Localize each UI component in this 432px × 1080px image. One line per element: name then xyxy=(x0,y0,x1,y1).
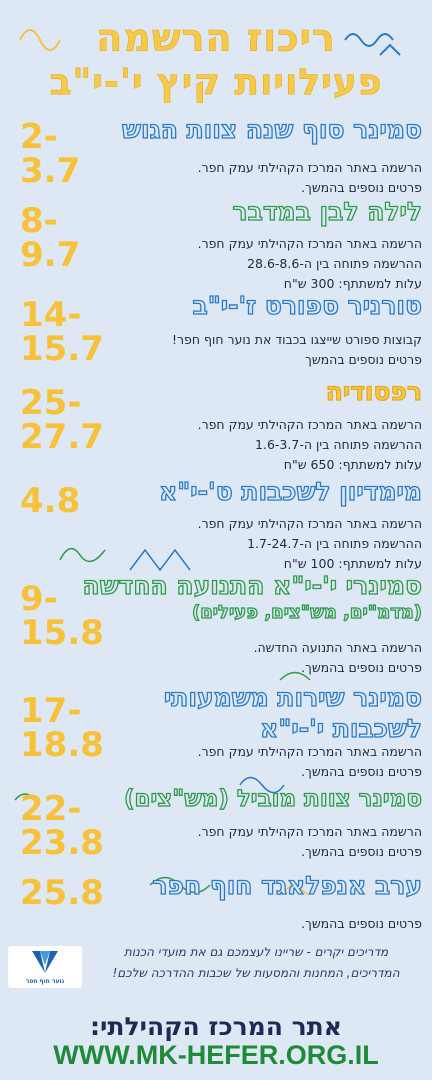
wings-logo-icon xyxy=(32,951,58,973)
event-title: סמינר שירות משמעותי לשכבות י'-י"א xyxy=(163,682,422,743)
event-title: סמינר סוף שנה צוות הגוש xyxy=(121,115,422,145)
event-details: הרשמה באתר המרכז הקהילתי עמק חפר. פרטים … xyxy=(197,744,422,779)
event-date: 17- 18.8 xyxy=(20,691,104,765)
event-date: 25- 27.7 xyxy=(20,383,104,457)
event-details: הרשמה באתר המרכז הקהילתי עמק חפר. פרטים … xyxy=(197,824,422,859)
event-title: טורניר ספורט ז'-י"ב xyxy=(192,291,423,321)
site-url-link[interactable]: WWW.MK-HEFER.ORG.IL xyxy=(53,1040,379,1070)
event-details: הרשמה באתר התנועה החדשה. פרטים נוספים בה… xyxy=(253,640,422,675)
event-date: 2- 3.7 xyxy=(20,117,81,191)
page-subtitle: פעילויות קיץ י'-י"ב xyxy=(49,62,383,104)
event-date: 14- 15.7 xyxy=(20,295,104,369)
event-date: 8- 9.7 xyxy=(20,201,81,275)
site-label: אתר המרכז הקהילתי: xyxy=(90,1012,342,1041)
event-title: רפסודיה xyxy=(325,377,423,407)
event-date: 9- 15.8 xyxy=(20,579,104,653)
event-details: הרשמה באתר המרכז הקהילתי עמק חפר. ההרשמה… xyxy=(197,236,422,291)
event-details: הרשמה באתר המרכז הקהילתי עמק חפר. ההרשמה… xyxy=(197,516,422,571)
event-details: הרשמה באתר המרכז הקהילתי עמק חפר. ההרשמה… xyxy=(197,417,422,472)
instructors-note: מדריכים יקרים - שריינו לעצמכם גם את מועד… xyxy=(112,945,400,980)
event-title: לילה לבן במדבר xyxy=(232,197,423,227)
event-title: ערב אנפלאגד חוף חפר xyxy=(152,871,423,901)
event-title: סמינרי י'-י"א התנועה החדשה (מדמ"ים, מש"צ… xyxy=(82,570,423,623)
event-details: קבוצות ספורט שייצגו בכבוד את נוער חוף חפ… xyxy=(171,332,422,367)
logo-text: נוער חוף חפר xyxy=(25,978,65,985)
event-details: הרשמה באתר המרכז הקהילתי עמק חפר. פרטים … xyxy=(197,160,422,195)
organization-logo: נוער חוף חפר xyxy=(8,946,82,988)
page-title: ריכוז הרשמה xyxy=(96,16,336,61)
event-date: 4.8 xyxy=(20,481,81,521)
event-date: 22- 23.8 xyxy=(20,789,104,863)
event-title: סמינר צוות מוביל (מש"צים) xyxy=(123,785,422,812)
event-title: מימדיון לשכבות ט'-י"א xyxy=(158,477,422,507)
event-details: פרטים נוספים בהמשך. xyxy=(301,916,422,931)
event-date: 25.8 xyxy=(20,873,104,913)
